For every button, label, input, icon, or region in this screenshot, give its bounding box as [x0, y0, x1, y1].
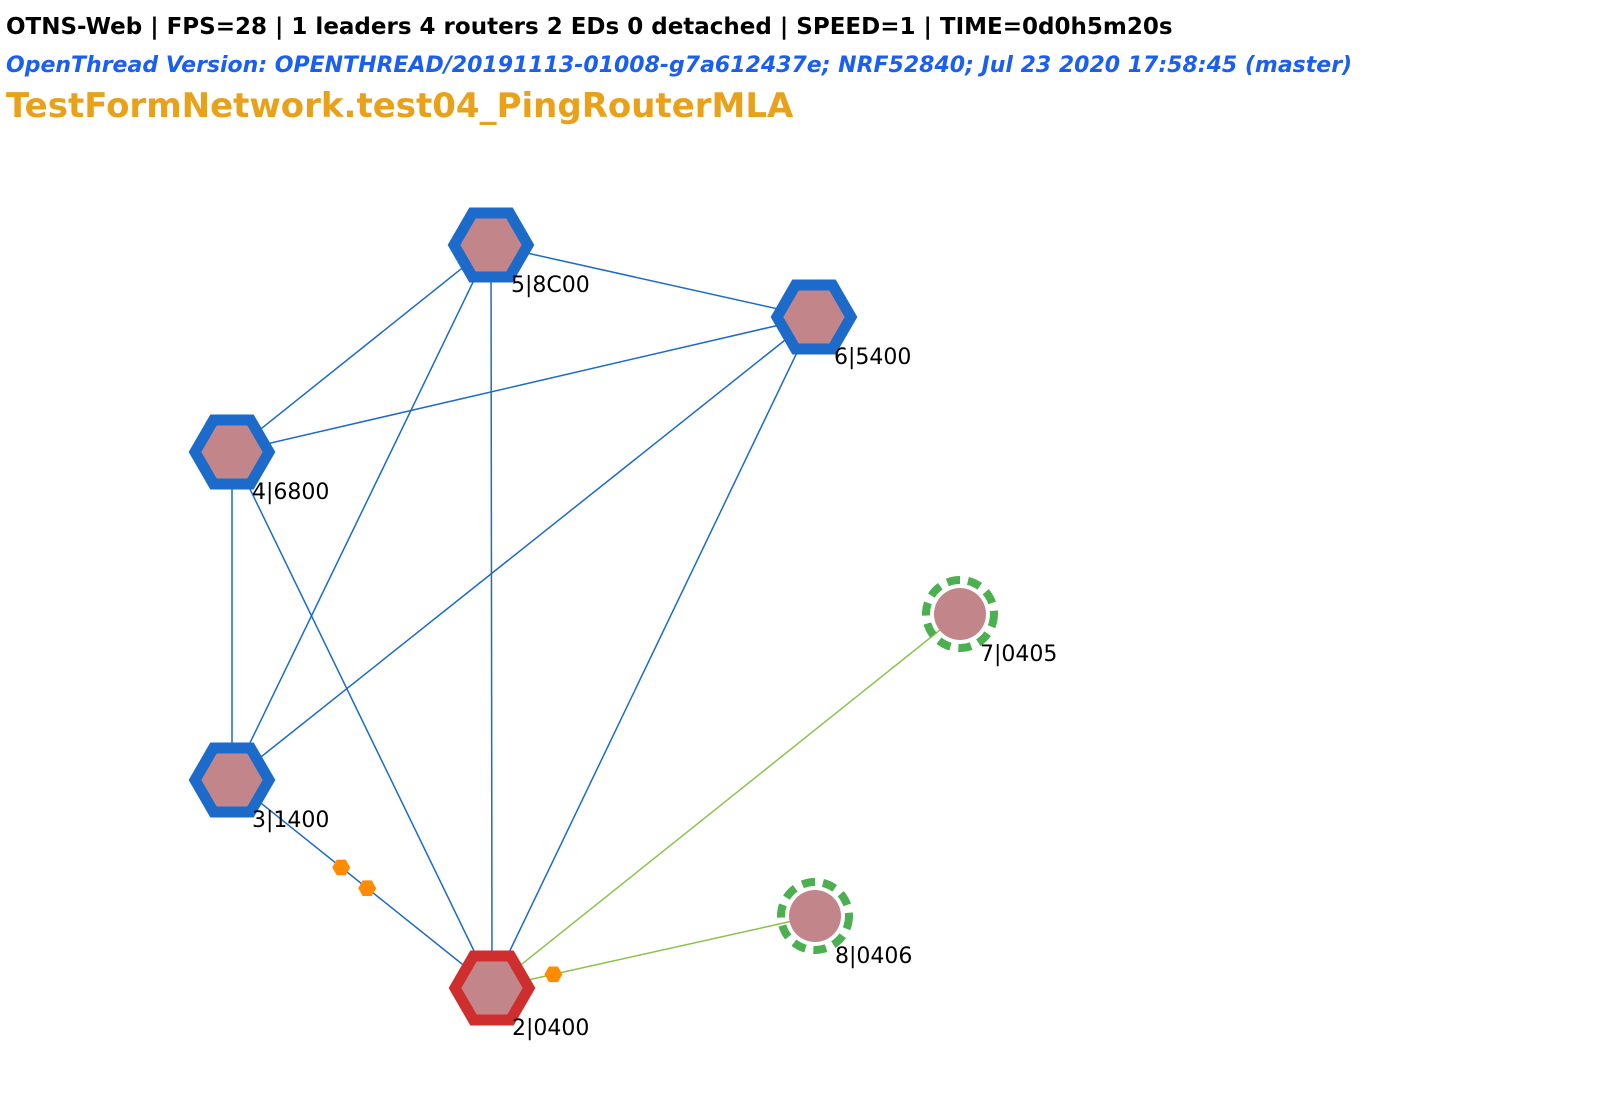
node-8[interactable]: 8|0406 — [777, 878, 912, 969]
node-7[interactable]: 7|0405 — [922, 576, 1057, 667]
message-packet-icon — [332, 859, 351, 876]
message-packet-icon — [358, 880, 377, 896]
test-case-title: TestFormNetwork.test04_PingRouterMLA — [6, 86, 794, 126]
link-6-2 — [491, 316, 815, 989]
link-4-2 — [231, 451, 493, 989]
node-5[interactable]: 5|8C00 — [447, 207, 590, 298]
router-hexagon-icon — [188, 742, 276, 818]
message-packet-icon — [544, 966, 563, 983]
node-label: 4|6800 — [252, 480, 329, 505]
router-hexagon-icon — [188, 414, 276, 490]
link-2-8 — [491, 915, 816, 989]
link-5-3 — [231, 244, 492, 781]
node-3[interactable]: 3|1400 — [188, 742, 329, 833]
end-device-ring-icon — [922, 576, 998, 652]
link-2-7 — [491, 613, 961, 989]
node-2[interactable]: 2|0400 — [448, 950, 589, 1041]
messages-layer — [332, 859, 563, 983]
link-6-3 — [231, 316, 815, 781]
node-label: 5|8C00 — [511, 273, 590, 298]
link-5-2 — [490, 244, 493, 989]
end-device-ring-icon — [777, 878, 853, 954]
leader-hexagon-icon — [448, 950, 536, 1026]
node-label: 3|1400 — [252, 808, 329, 833]
nodes-layer: 2|0400 3|1400 4|6800 5|8C00 6|5400 7|0405 8|04… — [188, 207, 1057, 1041]
link-5-4 — [231, 244, 492, 453]
status-bar-text: OTNS-Web | FPS=28 | 1 leaders 4 routers … — [6, 14, 1173, 40]
node-label: 6|5400 — [834, 345, 911, 370]
node-label: 7|0405 — [980, 642, 1057, 667]
router-hexagon-icon — [770, 279, 858, 355]
node-label: 2|0400 — [512, 1016, 589, 1041]
node-6[interactable]: 6|5400 — [770, 279, 911, 370]
router-hexagon-icon — [447, 207, 535, 283]
end-device-icon — [789, 890, 841, 942]
link-5-6 — [490, 244, 815, 318]
node-4[interactable]: 4|6800 — [188, 414, 329, 505]
node-label: 8|0406 — [835, 944, 912, 969]
openthread-version-text: OpenThread Version: OPENTHREAD/20191113-… — [6, 53, 1353, 78]
end-device-icon — [934, 588, 986, 640]
link-6-4 — [231, 316, 815, 453]
links-layer — [231, 244, 961, 989]
